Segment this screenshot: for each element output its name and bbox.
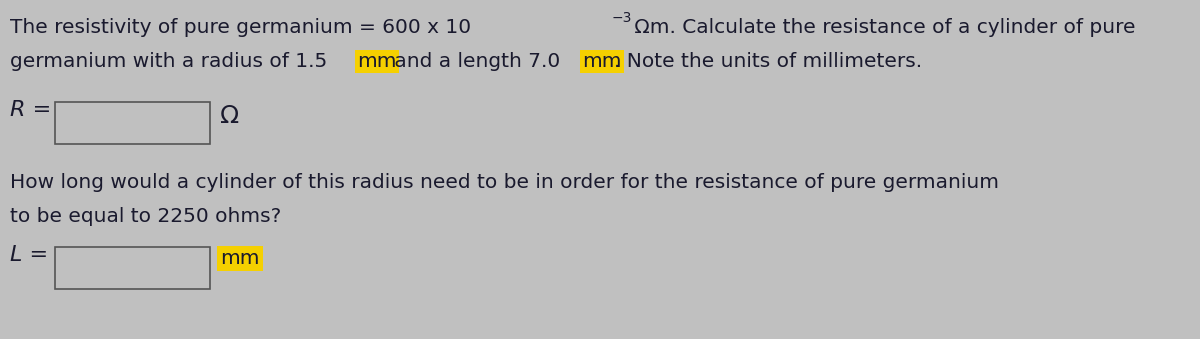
Text: mm: mm — [358, 52, 396, 71]
Text: The resistivity of pure germanium = 600 x 10: The resistivity of pure germanium = 600 … — [10, 18, 472, 37]
Text: to be equal to 2250 ohms?: to be equal to 2250 ohms? — [10, 207, 281, 226]
Text: How long would a cylinder of this radius need to be in order for the resistance : How long would a cylinder of this radius… — [10, 173, 998, 192]
Text: L =: L = — [10, 245, 48, 265]
FancyBboxPatch shape — [55, 247, 210, 289]
Text: Ω: Ω — [220, 104, 239, 128]
Text: . Note the units of millimeters.: . Note the units of millimeters. — [614, 52, 922, 71]
Text: Ωm. Calculate the resistance of a cylinder of pure: Ωm. Calculate the resistance of a cylind… — [628, 18, 1135, 37]
Text: and a length 7.0: and a length 7.0 — [388, 52, 566, 71]
Text: germanium with a radius of 1.5: germanium with a radius of 1.5 — [10, 52, 334, 71]
Text: R =: R = — [10, 100, 52, 120]
Text: mm: mm — [220, 249, 259, 268]
FancyBboxPatch shape — [55, 102, 210, 144]
Text: mm: mm — [582, 52, 622, 71]
Text: −3: −3 — [612, 11, 632, 25]
